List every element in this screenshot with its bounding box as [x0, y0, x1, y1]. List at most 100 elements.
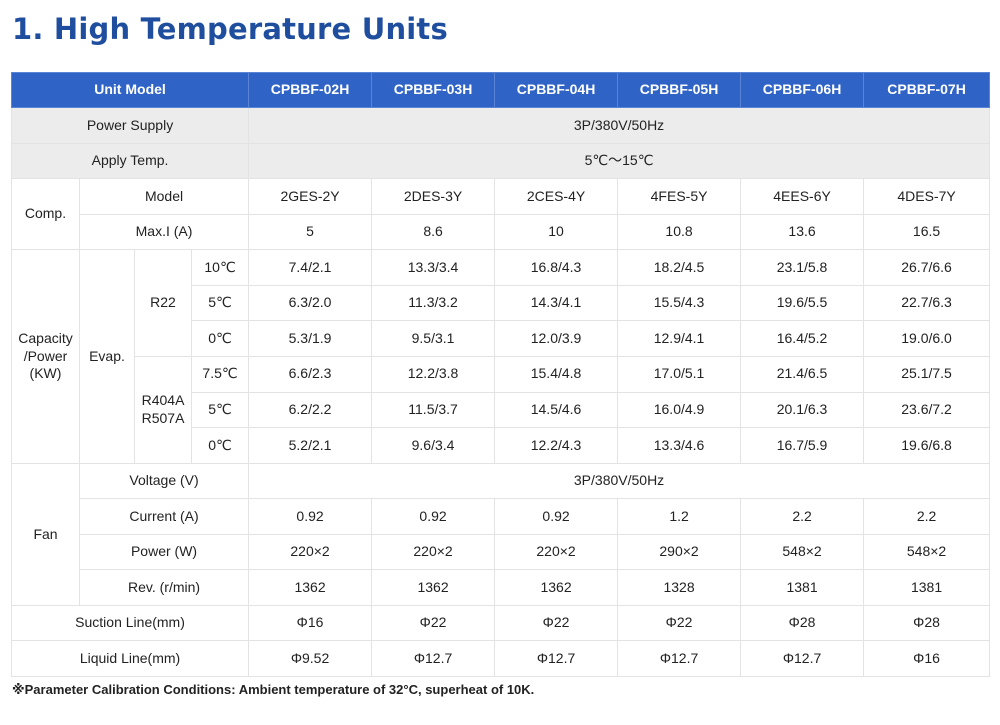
calibration-note: ※Parameter Calibration Conditions: Ambie…	[12, 682, 535, 697]
evap-label: Evap.	[79, 249, 135, 464]
fan-rev-label: Rev. (r/min)	[78, 569, 250, 606]
capacity-cell: 14.5/4.6	[494, 391, 619, 429]
suction-line-label: Suction Line(mm)	[10, 604, 250, 642]
power-supply-label: Power Supply	[10, 107, 250, 144]
fan-rev-cell: 1362	[494, 569, 619, 606]
capacity-cell: 6.3/2.0	[248, 284, 373, 322]
fan-power-row: Power (W) 220×2 220×2 220×2 290×2 548×2 …	[12, 533, 991, 571]
capacity-cell: 22.7/6.3	[863, 284, 991, 322]
fan-rev-cell: 1381	[740, 569, 865, 606]
comp-maxi-cell: 8.6	[371, 213, 496, 251]
capacity-row: 0℃ 5.3/1.9 9.5/3.1 12.0/3.9 12.9/4.1 16.…	[12, 320, 991, 357]
fan-power-cell: 220×2	[248, 533, 373, 571]
fan-power-label: Power (W)	[78, 533, 250, 571]
capacity-cell: 6.2/2.2	[248, 391, 373, 429]
capacity-cell: 12.2/3.8	[371, 355, 496, 393]
model-header: CPBBF-06H	[740, 72, 865, 108]
fan-current-label: Current (A)	[78, 498, 250, 535]
refrigerant-label-line: R22	[150, 294, 176, 311]
capacity-cell: 17.0/5.1	[617, 355, 742, 393]
model-header: CPBBF-07H	[863, 72, 991, 108]
apply-temp-label: Apply Temp.	[10, 142, 250, 180]
capacity-cell: 11.5/3.7	[371, 391, 496, 429]
comp-maxi-cell: 16.5	[863, 213, 991, 251]
spec-table: Unit Model CPBBF-02H CPBBF-03H CPBBF-04H…	[10, 72, 991, 677]
evap-temp: 5℃	[190, 391, 250, 429]
power-supply-row: Power Supply 3P/380V/50Hz	[10, 107, 991, 144]
capacity-cell: 26.7/6.6	[863, 249, 991, 286]
fan-power-cell: 220×2	[494, 533, 619, 571]
fan-voltage-row: Fan Voltage (V) 3P/380V/50Hz	[11, 462, 991, 606]
fan-rev-cell: 1381	[863, 569, 991, 606]
unit-model-header: Unit Model	[10, 72, 250, 108]
suction-line-cell: Φ22	[494, 604, 619, 642]
capacity-cell: 20.1/6.3	[740, 391, 865, 429]
power-supply-value: 3P/380V/50Hz	[248, 107, 991, 144]
header-row: Unit Model CPBBF-02H CPBBF-03H CPBBF-04H…	[10, 72, 991, 108]
comp-model-label: Model	[78, 178, 250, 215]
fan-rev-cell: 1328	[617, 569, 742, 606]
fan-current-cell: 2.2	[863, 498, 991, 535]
liquid-line-cell: Φ12.7	[617, 640, 742, 677]
fan-power-cell: 548×2	[863, 533, 991, 571]
capacity-row: 0℃ 5.2/2.1 9.6/3.4 12.2/4.3 13.3/4.6 16.…	[12, 427, 991, 464]
capacity-cell: 5.3/1.9	[248, 320, 373, 357]
capacity-label-line: Capacity	[18, 330, 73, 347]
fan-current-cell: 2.2	[740, 498, 865, 535]
capacity-cell: 16.8/4.3	[494, 249, 619, 286]
capacity-label-line: /Power	[23, 347, 68, 364]
capacity-label-line: (KW)	[29, 365, 62, 382]
fan-voltage-value: 3P/380V/50Hz	[248, 462, 991, 500]
capacity-cell: 16.7/5.9	[740, 427, 865, 464]
suction-line-row: Suction Line(mm) Φ16 Φ22 Φ22 Φ22 Φ28 Φ28	[10, 604, 991, 642]
capacity-cell: 23.1/5.8	[740, 249, 865, 286]
refrigerant-label-line: R507A	[141, 409, 185, 426]
comp-model-cell: 2GES-2Y	[248, 178, 373, 215]
capacity-cell: 9.5/3.1	[371, 320, 496, 357]
comp-model-cell: 2CES-4Y	[494, 178, 619, 215]
capacity-cell: 12.2/4.3	[494, 427, 619, 464]
fan-rev-row: Rev. (r/min) 1362 1362 1362 1328 1381 13…	[12, 569, 991, 606]
capacity-cell: 7.4/2.1	[248, 249, 373, 286]
suction-line-cell: Φ22	[371, 604, 496, 642]
refrigerant-label-line: R404A	[141, 392, 185, 409]
capacity-cell: 19.6/5.5	[740, 284, 865, 322]
fan-power-cell: 290×2	[617, 533, 742, 571]
comp-maxi-cell: 10.8	[617, 213, 742, 251]
model-header: CPBBF-03H	[371, 72, 496, 108]
capacity-row: Capacity /Power (KW) Evap. R22 10℃ 7.4/2…	[11, 249, 991, 464]
evap-temp: 0℃	[190, 320, 250, 357]
comp-model-row: Comp. Model 2GES-2Y 2DES-3Y 2CES-4Y 4FES…	[11, 178, 991, 251]
capacity-cell: 14.3/4.1	[494, 284, 619, 322]
liquid-line-cell: Φ12.7	[494, 640, 619, 677]
refrigerant-label: R22	[134, 249, 192, 357]
liquid-line-row: Liquid Line(mm) Φ9.52 Φ12.7 Φ12.7 Φ12.7 …	[10, 640, 991, 677]
capacity-row: R404A R507A 7.5℃ 6.6/2.3 12.2/3.8 15.4/4…	[12, 355, 991, 464]
comp-label: Comp.	[11, 178, 80, 251]
capacity-cell: 25.1/7.5	[863, 355, 991, 393]
liquid-line-label: Liquid Line(mm)	[10, 640, 250, 677]
comp-maxi-cell: 13.6	[740, 213, 865, 251]
liquid-line-cell: Φ16	[863, 640, 991, 677]
capacity-cell: 19.6/6.8	[863, 427, 991, 464]
liquid-line-cell: Φ9.52	[248, 640, 373, 677]
fan-current-cell: 0.92	[494, 498, 619, 535]
capacity-cell: 15.5/4.3	[617, 284, 742, 322]
liquid-line-cell: Φ12.7	[740, 640, 865, 677]
capacity-cell: 21.4/6.5	[740, 355, 865, 393]
fan-power-cell: 220×2	[371, 533, 496, 571]
capacity-cell: 16.4/5.2	[740, 320, 865, 357]
fan-voltage-label: Voltage (V)	[78, 462, 250, 500]
capacity-cell: 12.9/4.1	[617, 320, 742, 357]
capacity-cell: 13.3/3.4	[371, 249, 496, 286]
capacity-cell: 19.0/6.0	[863, 320, 991, 357]
suction-line-cell: Φ28	[863, 604, 991, 642]
fan-current-row: Current (A) 0.92 0.92 0.92 1.2 2.2 2.2	[12, 498, 991, 535]
capacity-cell: 23.6/7.2	[863, 391, 991, 429]
evap-temp: 0℃	[190, 427, 250, 464]
comp-model-cell: 2DES-3Y	[371, 178, 496, 215]
fan-current-cell: 0.92	[371, 498, 496, 535]
capacity-cell: 11.3/3.2	[371, 284, 496, 322]
capacity-cell: 13.3/4.6	[617, 427, 742, 464]
page-title: 1. High Temperature Units	[12, 12, 448, 46]
